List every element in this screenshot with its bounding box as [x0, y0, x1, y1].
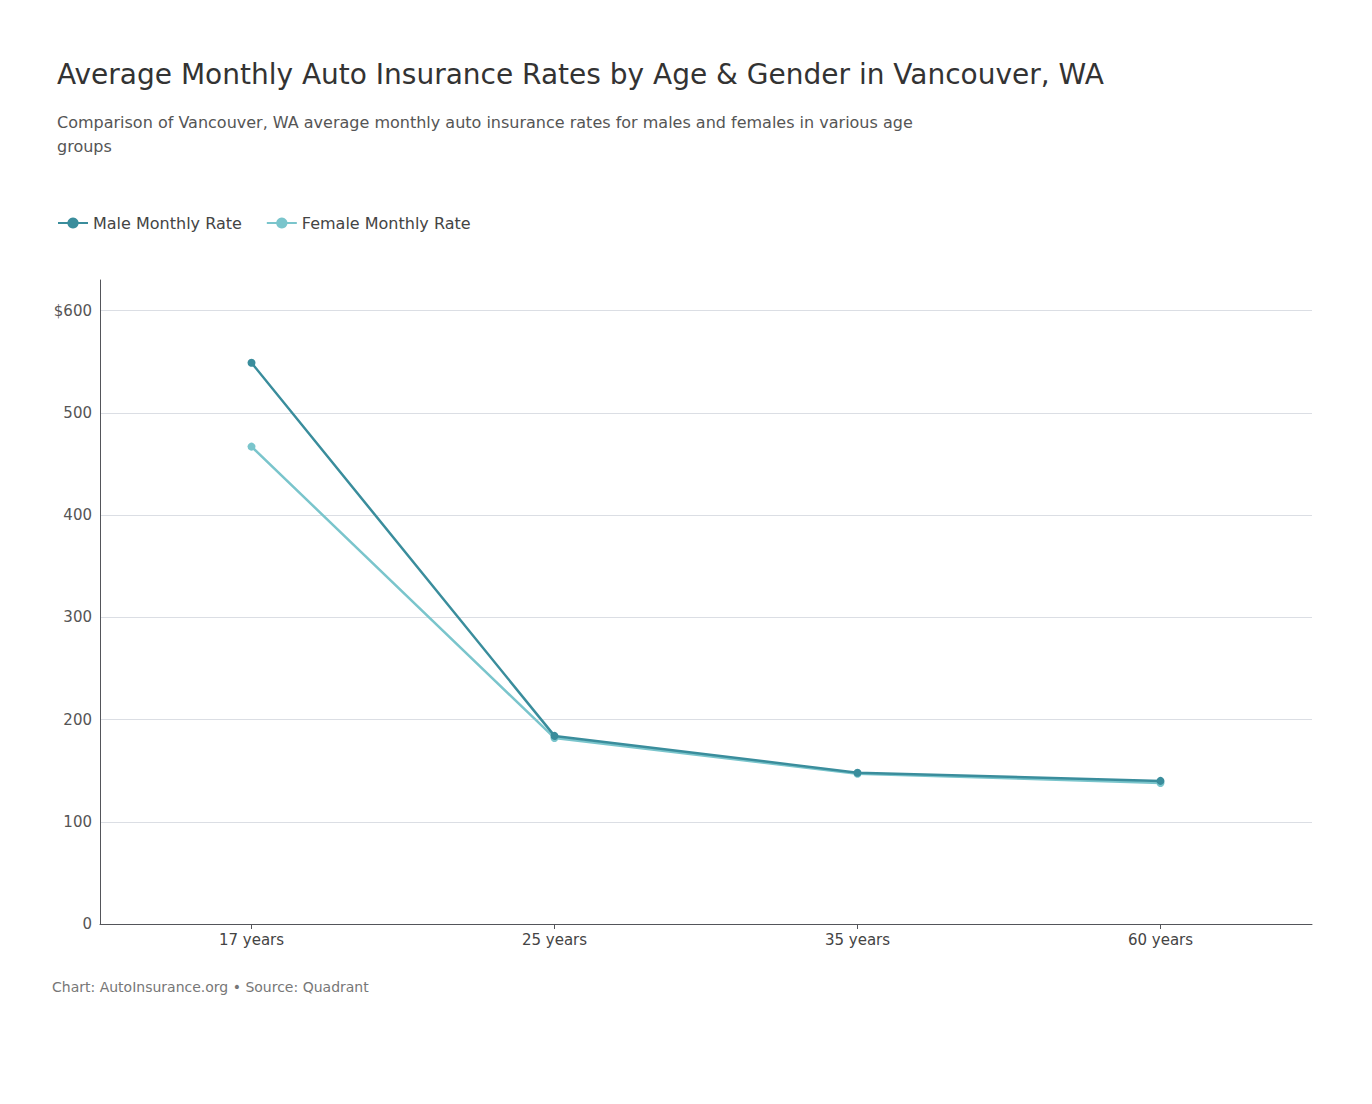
- svg-text:$600: $600: [54, 302, 92, 320]
- svg-text:500: 500: [63, 404, 92, 422]
- svg-text:400: 400: [63, 506, 92, 524]
- svg-text:300: 300: [63, 608, 92, 626]
- svg-text:groups: groups: [57, 137, 112, 156]
- svg-text:Comparison of Vancouver, WA av: Comparison of Vancouver, WA average mont…: [57, 113, 913, 132]
- svg-text:Male Monthly Rate: Male Monthly Rate: [93, 214, 242, 233]
- svg-text:35 years: 35 years: [825, 931, 890, 949]
- svg-text:Female Monthly Rate: Female Monthly Rate: [302, 214, 471, 233]
- svg-text:25 years: 25 years: [522, 931, 587, 949]
- svg-text:200: 200: [63, 711, 92, 729]
- svg-text:60 years: 60 years: [1128, 931, 1193, 949]
- svg-text:Average Monthly Auto Insurance: Average Monthly Auto Insurance Rates by …: [57, 58, 1104, 91]
- svg-text:17 years: 17 years: [219, 931, 284, 949]
- svg-text:0: 0: [82, 915, 92, 933]
- svg-text:Chart: AutoInsurance.org • Sou: Chart: AutoInsurance.org • Source: Quadr…: [52, 979, 369, 995]
- svg-text:100: 100: [63, 813, 92, 831]
